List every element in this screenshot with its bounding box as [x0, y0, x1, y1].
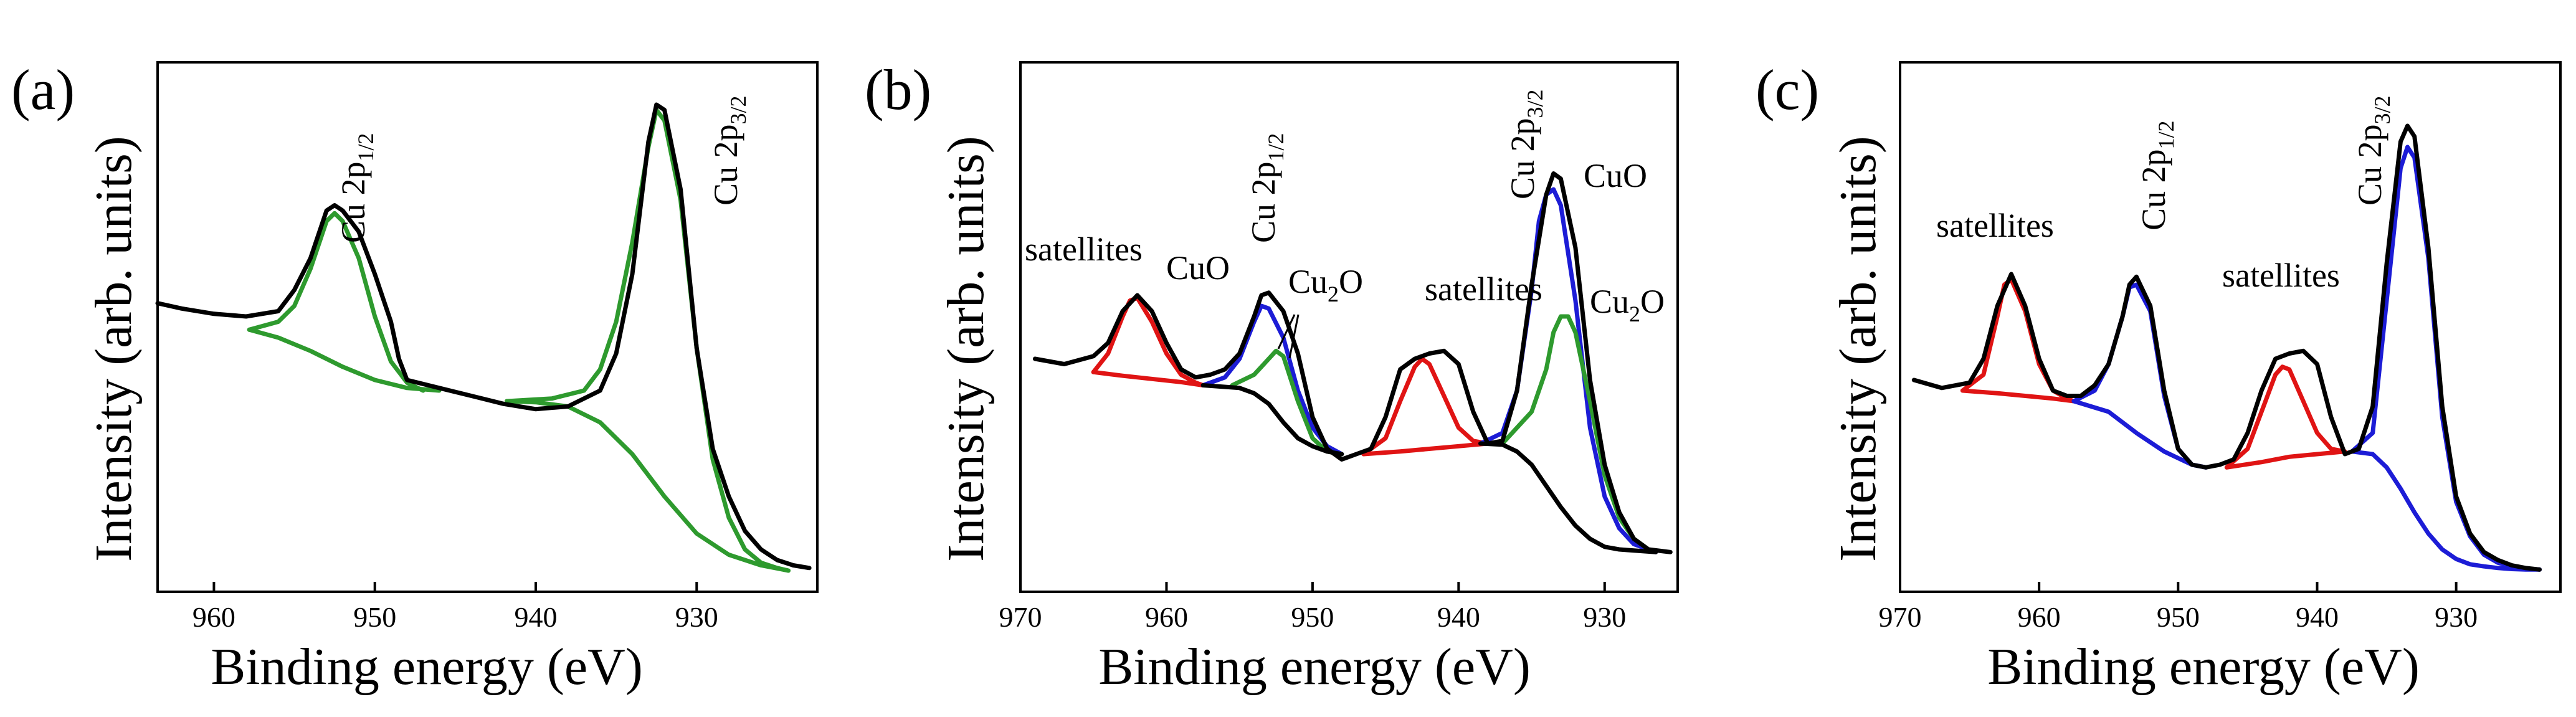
panel-b-xtick-label: 950 [1291, 601, 1334, 633]
panel-b-annot-cuo-1: CuO [1166, 249, 1230, 287]
panel-b-series [1032, 171, 1673, 554]
panel-a-ylabel: Intensity (arb. units) [85, 136, 143, 562]
panel-b-plot-frame [1019, 61, 1679, 593]
panel-a-xtick-label: 950 [353, 601, 396, 633]
panel-a-xtick-label: 960 [192, 601, 235, 633]
panel-b-annot-satellites-1: satellites [1025, 230, 1143, 268]
panel-b-label: (b) [865, 58, 931, 121]
panel-b-series-cu-2p1-2-cuo-fit [1200, 303, 1344, 457]
panel-c-annot-cu2p12: Cu 2p1/2 [2135, 120, 2179, 230]
panel-b-annot-cu2p32: Cu 2p3/2 [1504, 89, 1547, 199]
panel-a-xtick-label: 930 [675, 601, 718, 633]
panel-b-annot-satellites-2: satellites [1425, 270, 1542, 308]
panel-b-xtick-label: 940 [1437, 601, 1480, 633]
panel-b-series-cu-2p1-2-cu2o-fit [1230, 348, 1344, 457]
panel-a-label: (a) [11, 58, 75, 121]
panel-b-series-satellites-2-background [1361, 441, 1490, 457]
panel-b-series-cu-2p1-2-background [1200, 383, 1344, 457]
panel-b-series-measured [1032, 171, 1673, 554]
panel-b-xtick-label: 930 [1583, 601, 1626, 633]
panel-a-series-measured [155, 102, 812, 571]
panel-a-xticks: 960 950 940 930 [192, 582, 718, 633]
panel-a-series-cu-2p3-2-background [505, 399, 791, 573]
panel-c-annot-cu2p32: Cu 2p3/2 [2351, 95, 2395, 206]
panel-b-annot-cu2p12: Cu 2p1/2 [1245, 133, 1288, 243]
panel-c: (c) Intensity (arb. units) Binding energ… [1756, 58, 2562, 696]
panel-c-ylabel: Intensity (arb. units) [1829, 136, 1887, 562]
panel-c-plot-frame [1899, 61, 2562, 593]
panel-b-xtick-label: 970 [999, 601, 1042, 633]
panel-c-series-cu-2p3-2-fit [2349, 145, 2542, 572]
panel-b-annot-cu2o-2: Cu2O [1590, 283, 1665, 326]
panel-b-annot-cu2o-1: Cu2O [1288, 263, 1363, 306]
panel-c-series-cu-2p3-2-background [2349, 449, 2542, 572]
panel-a-series-cu-2p1-2-fit [247, 211, 425, 393]
panel-b-ylabel: Intensity (arb. units) [937, 136, 995, 562]
panel-c-annot-satellites-1: satellites [1936, 207, 2054, 244]
panel-c-label: (c) [1756, 58, 1819, 121]
panel-a-annot-cu2p32: Cu 2p3/2 [707, 95, 751, 206]
panel-a-xtick-label: 940 [514, 601, 557, 633]
panel-c-xtick-label: 930 [2435, 601, 2478, 633]
panel-a-series-cu-2p1-2-background [247, 327, 442, 393]
panel-b-series-satellites-1-fit [1091, 295, 1205, 387]
panel-a-series-cu-2p3-2-fit [505, 108, 791, 573]
panel-c-series-satellites-1-background [1960, 388, 2076, 404]
panel-c-series-satellites-2-fit [2224, 364, 2347, 470]
panel-c-series-satellites-1-fit [1960, 277, 2076, 404]
panel-b-xticks: 970 960 950 940 930 [999, 582, 1626, 633]
panel-c-series-satellites-2-background [2224, 449, 2347, 470]
panel-b-series-cu-2p3-2-background [1478, 441, 1658, 554]
panel-a-annot-cu2p12: Cu 2p1/2 [335, 133, 378, 243]
panel-b-cu2o-leader-2 [1288, 314, 1300, 359]
panel-c-xtick-label: 940 [2296, 601, 2339, 633]
panel-a-series [155, 102, 812, 573]
panel-b-series-satellites-2-fit [1361, 356, 1490, 457]
panel-b-xlabel: Binding energy (eV) [1098, 638, 1531, 696]
panel-c-xtick-label: 950 [2157, 601, 2200, 633]
panel-b-series-cu-2p3-2-cuo-fit [1478, 187, 1658, 554]
panel-c-series [1911, 123, 2542, 572]
panel-c-annot-satellites-2: satellites [2222, 257, 2340, 294]
panel-a-plot-frame [156, 61, 819, 593]
panel-c-series-measured [1911, 123, 2542, 572]
panel-a-xlabel: Binding energy (eV) [211, 638, 643, 696]
panel-c-xtick-label: 970 [1879, 601, 1922, 633]
panel-c-xtick-label: 960 [2018, 601, 2061, 633]
panel-b-series-satellites-1-background [1091, 369, 1205, 387]
panel-b-cu2o-leader-1 [1277, 314, 1296, 349]
panel-c-series-cu-2p1-2-fit [2071, 282, 2208, 470]
panel-b: (b) Intensity (arb. units) Binding energ… [865, 58, 1679, 696]
panel-a: (a) Intensity (arb. units) Binding energ… [11, 58, 819, 696]
panel-b-xtick-label: 960 [1145, 601, 1188, 633]
panel-c-xticks: 970 960 950 940 930 [1879, 582, 2478, 633]
panel-b-annot-cuo-2: CuO [1584, 157, 1647, 194]
panel-c-xlabel: Binding energy (eV) [1987, 638, 2420, 696]
